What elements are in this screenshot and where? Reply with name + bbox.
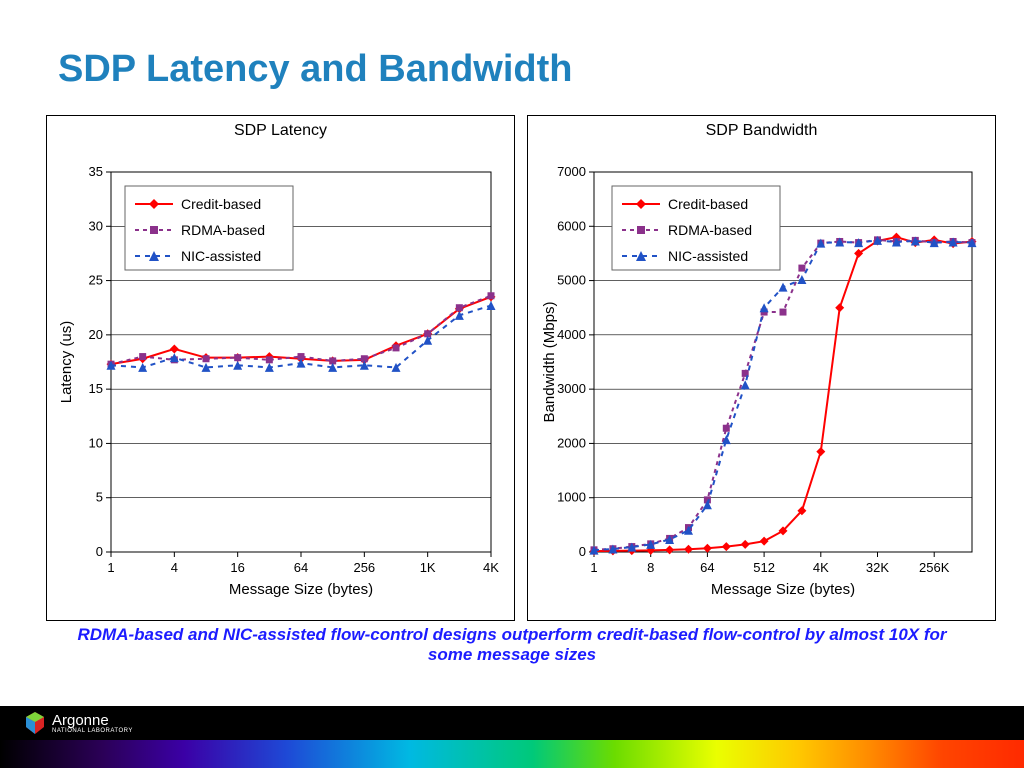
svg-text:2000: 2000 (557, 435, 586, 450)
svg-text:1: 1 (107, 560, 114, 575)
svg-text:4K: 4K (813, 560, 829, 575)
latency-chart-svg: 0 5 10 15 20 25 30 35 1 4 16 64 256 1K 4K Message Size … (53, 144, 508, 614)
slide-caption: RDMA-based and NIC-assisted flow-control… (60, 625, 964, 665)
svg-text:Bandwidth (Mbps): Bandwidth (Mbps) (541, 302, 558, 423)
svg-text:512: 512 (753, 560, 775, 575)
svg-text:RDMA-based: RDMA-based (668, 222, 752, 238)
svg-text:1: 1 (590, 560, 597, 575)
latency-chart: SDP Latency 0 5 10 15 20 25 30 35 1 4 16 64 256 1K 4K M… (46, 115, 515, 621)
svg-text:35: 35 (89, 164, 103, 179)
slide-title: SDP Latency and Bandwidth (58, 48, 572, 91)
svg-text:256K: 256K (919, 560, 950, 575)
bandwidth-chart: SDP Bandwidth 0 1000 2000 3000 4000 5000 6000 7… (527, 115, 996, 621)
svg-text:10: 10 (89, 435, 103, 450)
svg-text:Message Size (bytes): Message Size (bytes) (711, 581, 855, 598)
svg-text:NIC-assisted: NIC-assisted (668, 248, 748, 264)
svg-text:4K: 4K (483, 560, 499, 575)
svg-text:0: 0 (96, 544, 103, 559)
svg-text:5000: 5000 (557, 273, 586, 288)
latency-chart-title: SDP Latency (53, 122, 508, 140)
footer-bar: Argonne NATIONAL LABORATORY (0, 706, 1024, 740)
logo-text: Argonne (52, 712, 109, 729)
svg-text:Credit-based: Credit-based (668, 196, 748, 212)
svg-text:4: 4 (171, 560, 178, 575)
svg-text:1000: 1000 (557, 490, 586, 505)
svg-text:8: 8 (647, 560, 654, 575)
svg-text:3000: 3000 (557, 381, 586, 396)
svg-text:0: 0 (579, 544, 586, 559)
svg-text:64: 64 (700, 560, 714, 575)
footer-rainbow (0, 740, 1024, 768)
svg-text:32K: 32K (866, 560, 889, 575)
bandwidth-chart-svg: 0 1000 2000 3000 4000 5000 6000 7000 1 8 64 512 4K 32… (534, 144, 989, 614)
svg-text:Credit-based: Credit-based (181, 196, 261, 212)
svg-text:Message Size (bytes): Message Size (bytes) (229, 581, 373, 598)
svg-text:4000: 4000 (557, 327, 586, 342)
svg-text:16: 16 (230, 560, 244, 575)
charts-row: SDP Latency 051015202530351416642561K4KM… (46, 115, 996, 621)
logo-icon (24, 712, 46, 734)
svg-text:64: 64 (294, 560, 308, 575)
argonne-logo: Argonne NATIONAL LABORATORY (24, 712, 133, 734)
svg-text:RDMA-based: RDMA-based (181, 222, 265, 238)
svg-text:NIC-assisted: NIC-assisted (181, 248, 261, 264)
svg-text:30: 30 (89, 218, 103, 233)
svg-text:7000: 7000 (557, 164, 586, 179)
bandwidth-chart-title: SDP Bandwidth (534, 122, 989, 140)
svg-text:6000: 6000 (557, 218, 586, 233)
svg-text:1K: 1K (420, 560, 436, 575)
svg-text:25: 25 (89, 273, 103, 288)
svg-text:Latency (us): Latency (us) (58, 321, 75, 404)
svg-text:5: 5 (96, 490, 103, 505)
svg-text:256: 256 (353, 560, 375, 575)
svg-text:20: 20 (89, 327, 103, 342)
svg-text:15: 15 (89, 381, 103, 396)
footer: Argonne NATIONAL LABORATORY (0, 706, 1024, 768)
